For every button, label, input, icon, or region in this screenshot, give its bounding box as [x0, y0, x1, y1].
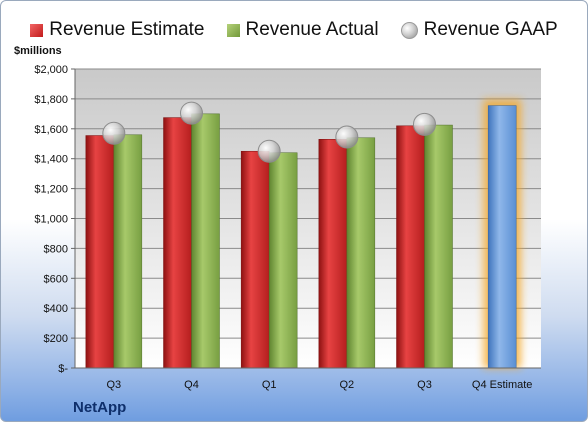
bar-revenue-actual: [346, 137, 376, 369]
marker-revenue-gaap: [180, 101, 203, 125]
y-tick-label: $600: [44, 273, 68, 285]
bar-revenue-estimate: [163, 117, 192, 369]
bar-revenue-estimate: [85, 135, 115, 369]
legend: Revenue Estimate Revenue Actual Revenue …: [1, 17, 587, 43]
x-tick-label: Q4: [184, 379, 199, 391]
marker-revenue-gaap: [257, 139, 281, 163]
y-tick-label: $1,000: [34, 214, 68, 226]
x-tick-label: Q3: [417, 379, 432, 391]
legend-item-gaap: Revenue GAAP: [400, 19, 558, 41]
bar-revenue-actual: [191, 113, 220, 369]
x-tick-label: Q3: [106, 379, 121, 391]
y-tick-label: $2,000: [34, 64, 68, 76]
bar-revenue-estimate: [318, 139, 348, 369]
brand-label: NetApp: [73, 399, 127, 416]
x-tick-label: Q1: [262, 379, 277, 391]
legend-label-gaap: Revenue GAAP: [423, 19, 558, 40]
legend-label-estimate: Revenue Estimate: [49, 19, 205, 40]
marker-revenue-gaap: [413, 112, 436, 136]
y-tick-label: $1,600: [34, 124, 68, 136]
legend-swatch-gaap: [400, 21, 418, 39]
x-tick-label: Q4 Estimate: [472, 379, 533, 391]
bar-revenue-estimate-forecast: [487, 105, 517, 369]
legend-swatch-actual: [226, 23, 240, 37]
bar-revenue-actual: [424, 124, 453, 369]
legend-item-estimate: Revenue Estimate: [30, 19, 205, 41]
bar-revenue-actual: [268, 152, 298, 369]
legend-label-actual: Revenue Actual: [245, 19, 379, 40]
y-tick-label: $1,400: [34, 154, 68, 166]
x-tick-label: Q2: [339, 379, 354, 391]
y-tick-label: $400: [44, 303, 68, 315]
y-tick-label: $-: [58, 363, 68, 375]
bar-revenue-estimate: [240, 150, 270, 369]
y-axis-label: $millions: [14, 45, 62, 57]
y-tick-label: $800: [44, 243, 68, 255]
marker-revenue-gaap: [102, 121, 126, 145]
y-tick-label: $200: [44, 333, 68, 345]
y-tick-label: $1,800: [34, 94, 68, 106]
legend-item-actual: Revenue Actual: [226, 19, 379, 41]
bar-revenue-estimate: [396, 125, 425, 369]
bar-revenue-actual: [113, 134, 143, 369]
marker-revenue-gaap: [335, 125, 359, 149]
y-tick-label: $1,200: [34, 184, 68, 196]
legend-swatch-estimate: [30, 23, 44, 37]
